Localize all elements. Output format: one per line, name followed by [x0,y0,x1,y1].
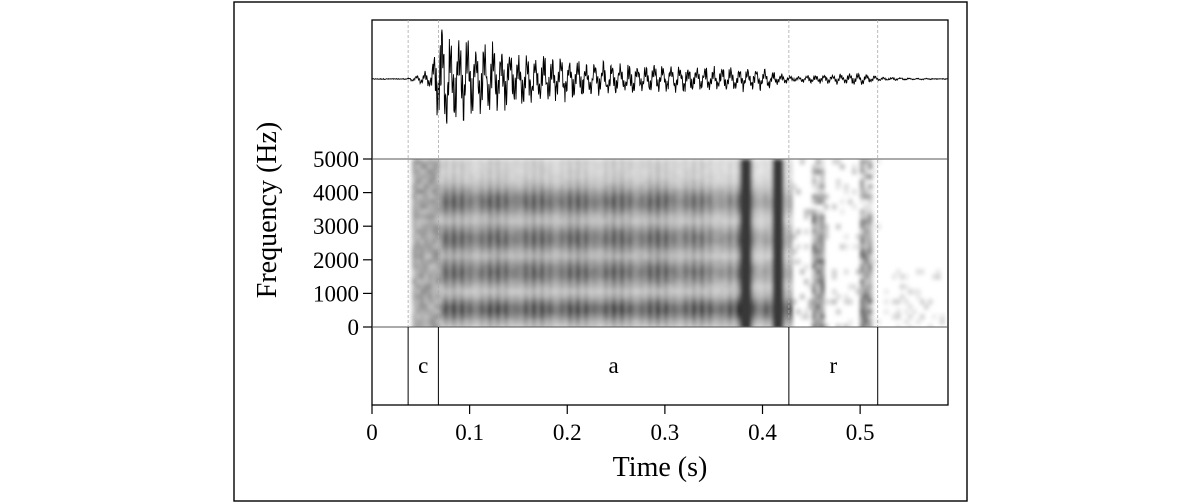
y-tick-label: 5000 [313,147,359,172]
x-axis-title: Time (s) [613,452,708,483]
x-tick-label: 0 [366,420,378,445]
y-axis-title: Frequency (Hz) [252,122,283,298]
y-tick-label: 3000 [313,214,359,239]
y-tick-label: 0 [348,315,360,340]
waveform-line [371,29,949,124]
spectrogram-energy [412,159,945,327]
segment-label-c: c [418,353,428,378]
y-axis: 0 1000 2000 3000 4000 5000 [313,147,372,340]
segment-label-a: a [609,353,619,378]
x-tick-label: 0.5 [846,420,875,445]
y-tick-label: 2000 [313,248,359,273]
segment-label-r: r [829,353,837,378]
plot-area-border [371,19,949,406]
y-tick-label: 1000 [313,281,359,306]
y-tick-label: 4000 [313,181,359,206]
spectrogram-panel [412,159,945,327]
x-axis: 0 0.1 0.2 0.3 0.4 0.5 [366,405,875,445]
waveform-panel [371,29,949,124]
x-tick-label: 0.2 [553,420,582,445]
x-tick-label: 0.1 [455,420,484,445]
x-tick-label: 0.3 [651,420,680,445]
x-tick-label: 0.4 [748,420,777,445]
